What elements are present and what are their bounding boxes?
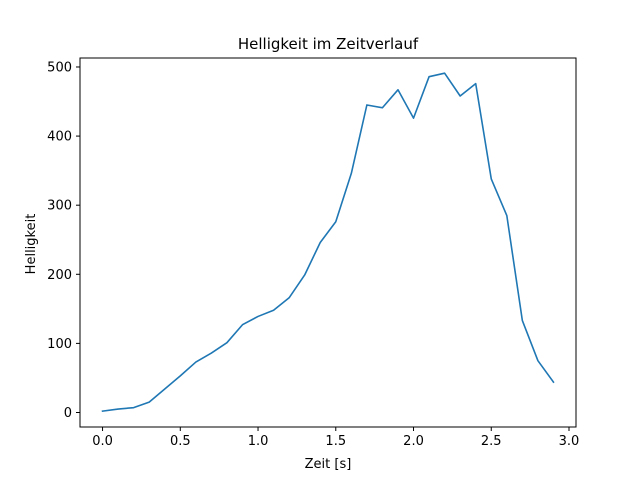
x-tick-label: 2.5 bbox=[481, 434, 502, 449]
y-tick-label: 100 bbox=[47, 337, 72, 352]
y-tick-label: 300 bbox=[47, 199, 72, 214]
y-tick-label: 0 bbox=[64, 406, 72, 421]
x-tick-label: 0.5 bbox=[170, 434, 191, 449]
x-tick-label: 1.5 bbox=[325, 434, 346, 449]
y-tick-label: 200 bbox=[47, 268, 72, 283]
x-tick-label: 1.0 bbox=[248, 434, 269, 449]
chart-title: Helligkeit im Zeitverlauf bbox=[238, 35, 419, 53]
x-tick-label: 0.0 bbox=[92, 434, 113, 449]
y-tick-label: 400 bbox=[47, 130, 72, 145]
data-line-0 bbox=[101, 72, 555, 413]
y-axis-label: Helligkeit bbox=[24, 214, 39, 275]
plot-area: 0.0 0.5 1.0 1.5 2.0 2.5 3.0 0 100 200 300 400 500 bbox=[47, 57, 580, 449]
x-tick-label: 3.0 bbox=[559, 434, 580, 449]
x-tick-label: 2.0 bbox=[403, 434, 424, 449]
x-axis-label: Zeit [s] bbox=[305, 457, 352, 472]
plot-frame bbox=[79, 57, 577, 428]
y-tick-label: 500 bbox=[47, 60, 72, 75]
